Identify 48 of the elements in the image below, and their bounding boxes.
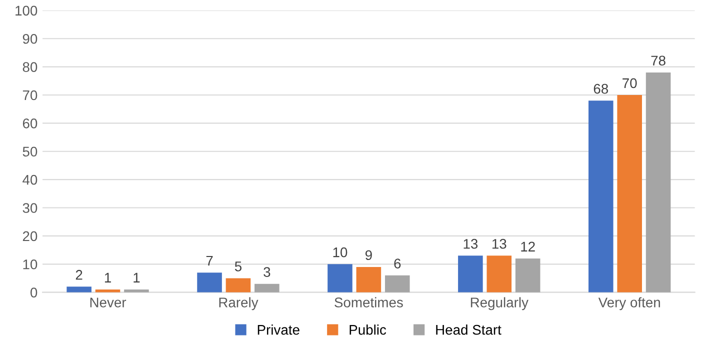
bar (617, 95, 642, 292)
bar (197, 272, 222, 292)
data-label: 12 (521, 242, 535, 252)
legend-label: Public (350, 324, 386, 335)
data-label: 6 (394, 258, 401, 268)
bar (486, 256, 512, 292)
bar (515, 258, 540, 292)
data-label: 9 (365, 250, 372, 260)
data-label: 3 (264, 267, 270, 277)
bar (646, 72, 671, 292)
y-tick-label: 70 (22, 90, 38, 100)
x-tick-label: Sometimes (334, 297, 403, 308)
x-tick-label: Regularly (470, 297, 528, 310)
y-tick-label: 60 (22, 118, 38, 128)
bar (458, 256, 483, 292)
bar (66, 286, 92, 292)
y-tick-label: 90 (22, 34, 38, 44)
x-tick-label: Never (90, 298, 126, 308)
data-label: 1 (134, 272, 140, 282)
bar (328, 264, 352, 292)
data-label: 10 (333, 247, 348, 258)
data-label: 68 (594, 84, 608, 94)
y-tick-label: 50 (22, 146, 38, 157)
data-label: 13 (492, 238, 506, 249)
y-tick-label: 20 (22, 231, 38, 242)
data-label: 1 (104, 272, 111, 282)
x-tick-label: Very often (598, 297, 660, 310)
y-tick-label: 30 (22, 203, 38, 213)
y-tick-label: 100 (16, 6, 38, 16)
data-label: 5 (234, 262, 242, 272)
bar (356, 266, 382, 292)
data-label: 2 (76, 270, 82, 280)
bar (384, 275, 410, 292)
data-label: 13 (464, 238, 478, 249)
bar (254, 284, 280, 292)
data-label: 78 (651, 56, 666, 66)
data-label: 7 (206, 256, 213, 266)
y-tick-label: 80 (22, 62, 38, 72)
y-tick-label: 10 (23, 259, 38, 270)
legend-label: Private (258, 324, 300, 335)
x-tick-label: Rarely (219, 297, 258, 310)
bar (124, 290, 149, 292)
bar (226, 278, 251, 292)
legend-label: Head Start (436, 324, 502, 335)
bar (588, 100, 614, 292)
y-tick-label: 40 (22, 174, 38, 185)
data-label: 70 (622, 78, 637, 88)
y-tick-label: 0 (30, 288, 38, 298)
